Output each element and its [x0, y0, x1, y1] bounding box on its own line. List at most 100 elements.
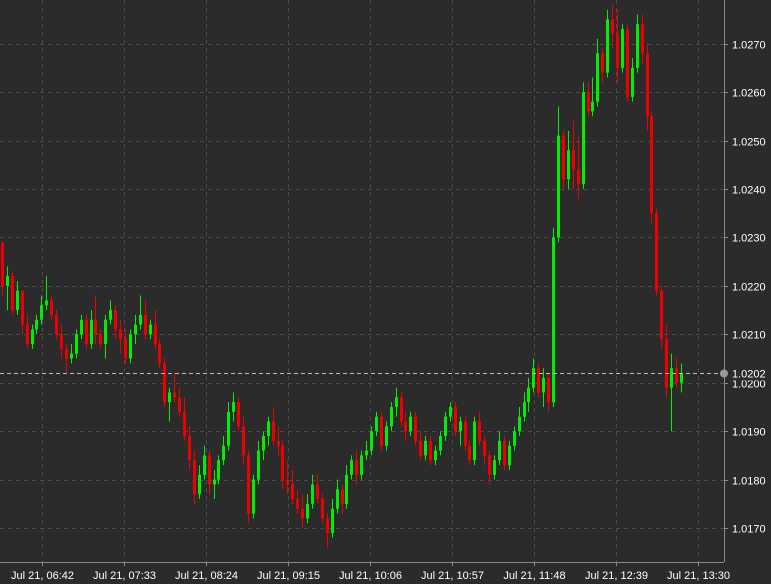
candle	[444, 411, 447, 441]
candle-body	[1, 242, 4, 286]
candle-body	[31, 329, 34, 344]
candle-body	[675, 368, 678, 383]
x-tick-label: Jul 21, 12:39	[585, 570, 648, 582]
candle-body	[414, 416, 417, 441]
candle	[257, 440, 260, 485]
candle-body	[40, 305, 43, 320]
candle	[188, 426, 191, 470]
candle-body	[11, 276, 14, 311]
candle-body	[641, 24, 644, 54]
candle	[45, 276, 48, 311]
candle-body	[424, 440, 427, 456]
candle-body	[345, 474, 348, 504]
candle	[390, 402, 393, 432]
candle-body	[567, 150, 570, 180]
candle	[606, 9, 609, 78]
candle-body	[154, 324, 157, 344]
candle-body	[70, 353, 73, 359]
candle-body	[503, 440, 506, 466]
candle	[419, 431, 422, 461]
candle	[596, 38, 599, 107]
candle-body	[227, 411, 230, 446]
candle	[636, 14, 639, 73]
x-tick-label: Jul 21, 11:48	[503, 570, 565, 582]
candle-body	[321, 499, 324, 519]
candle	[178, 387, 181, 417]
candle	[355, 450, 358, 485]
candle-body	[636, 24, 639, 68]
x-tick-label: Jul 21, 13:30	[667, 570, 730, 582]
y-tick-label: 1.0210	[732, 330, 766, 342]
candle-body	[611, 19, 614, 34]
y-tick-label: 1.0250	[732, 137, 766, 149]
candle-body	[301, 508, 304, 519]
candle	[557, 106, 560, 243]
candle	[532, 358, 535, 393]
candle	[50, 295, 53, 320]
candle-body	[114, 310, 117, 330]
candle-body	[149, 324, 152, 335]
candle	[616, 9, 619, 83]
axes	[0, 0, 725, 563]
candle-body	[104, 319, 107, 344]
candle	[321, 494, 324, 524]
candle	[641, 14, 644, 63]
candle	[6, 266, 9, 311]
candle-body	[252, 479, 255, 514]
candle-body	[124, 339, 127, 359]
candle	[537, 363, 540, 398]
candle-body	[478, 421, 481, 441]
candle-body	[385, 426, 388, 446]
candle	[227, 402, 230, 451]
candle-body	[508, 445, 511, 466]
candle	[124, 329, 127, 364]
candle	[70, 343, 73, 364]
candle	[429, 436, 432, 466]
candle-body	[267, 421, 270, 437]
candle	[252, 474, 255, 519]
x-tick-label: Jul 21, 10:06	[339, 570, 402, 582]
candle	[316, 474, 319, 504]
candle	[375, 411, 378, 437]
candle	[493, 455, 496, 480]
candle	[459, 416, 462, 446]
candle-body	[596, 53, 599, 102]
candle-body	[242, 426, 245, 456]
candle-body	[109, 310, 112, 320]
candle-body	[390, 406, 393, 427]
candle	[90, 310, 93, 349]
candle	[222, 436, 225, 466]
candle-body	[464, 421, 467, 446]
current-price-dot	[720, 369, 728, 378]
candle	[237, 397, 240, 432]
y-tick-label: 1.0170	[732, 524, 766, 536]
candle-body	[222, 445, 225, 461]
candle-body	[21, 290, 24, 325]
candle	[650, 111, 653, 223]
candle	[114, 305, 117, 340]
candle	[400, 392, 403, 427]
candle-body	[454, 406, 457, 432]
x-tick-label: Jul 21, 08:24	[175, 570, 238, 582]
candle	[370, 426, 373, 456]
candle	[149, 319, 152, 340]
candle	[468, 440, 471, 466]
candle	[40, 295, 43, 325]
current-price-box	[728, 366, 771, 381]
grid-lines	[0, 0, 724, 562]
candle-body	[360, 455, 363, 475]
candle	[591, 77, 594, 117]
candle	[498, 431, 501, 466]
candle-body	[188, 436, 191, 461]
candle-body	[163, 363, 166, 403]
y-tick-label: 1.0240	[732, 185, 766, 197]
candle	[104, 314, 107, 359]
candle	[360, 450, 363, 480]
candle	[109, 300, 112, 325]
candle-body	[355, 460, 358, 475]
candle-body	[129, 334, 132, 359]
candle-body	[616, 33, 619, 68]
candle-body	[498, 440, 501, 461]
candle	[350, 455, 353, 480]
